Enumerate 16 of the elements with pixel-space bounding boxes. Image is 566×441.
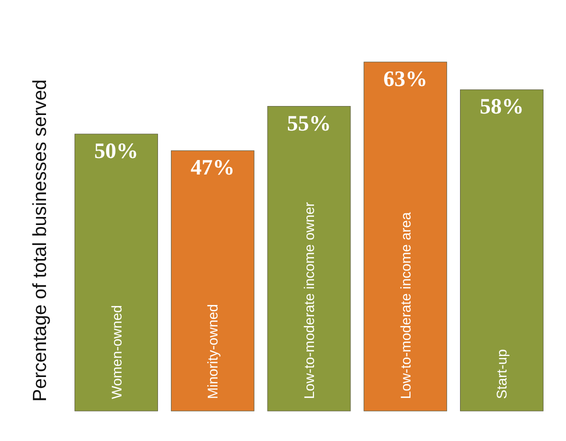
x-tick-label: Women-owned <box>108 305 124 399</box>
data-label: 55% <box>287 110 331 136</box>
bar <box>460 89 544 412</box>
bar <box>74 134 158 412</box>
x-tick-label: Low-to-moderate income area <box>397 212 414 399</box>
bar <box>364 62 448 412</box>
x-tick-label: Start-up <box>494 348 510 399</box>
bar <box>170 150 254 412</box>
x-tick-label: Minority-owned <box>204 304 221 399</box>
data-label: 50% <box>94 138 138 164</box>
data-label: 58% <box>480 94 524 119</box>
x-tick-label: Low-to-moderate income owner <box>301 202 317 399</box>
y-axis-title: Percentage of total businesses served <box>30 79 51 402</box>
data-label: 63% <box>383 66 428 91</box>
bar <box>267 106 351 412</box>
data-label: 47% <box>190 154 235 180</box>
